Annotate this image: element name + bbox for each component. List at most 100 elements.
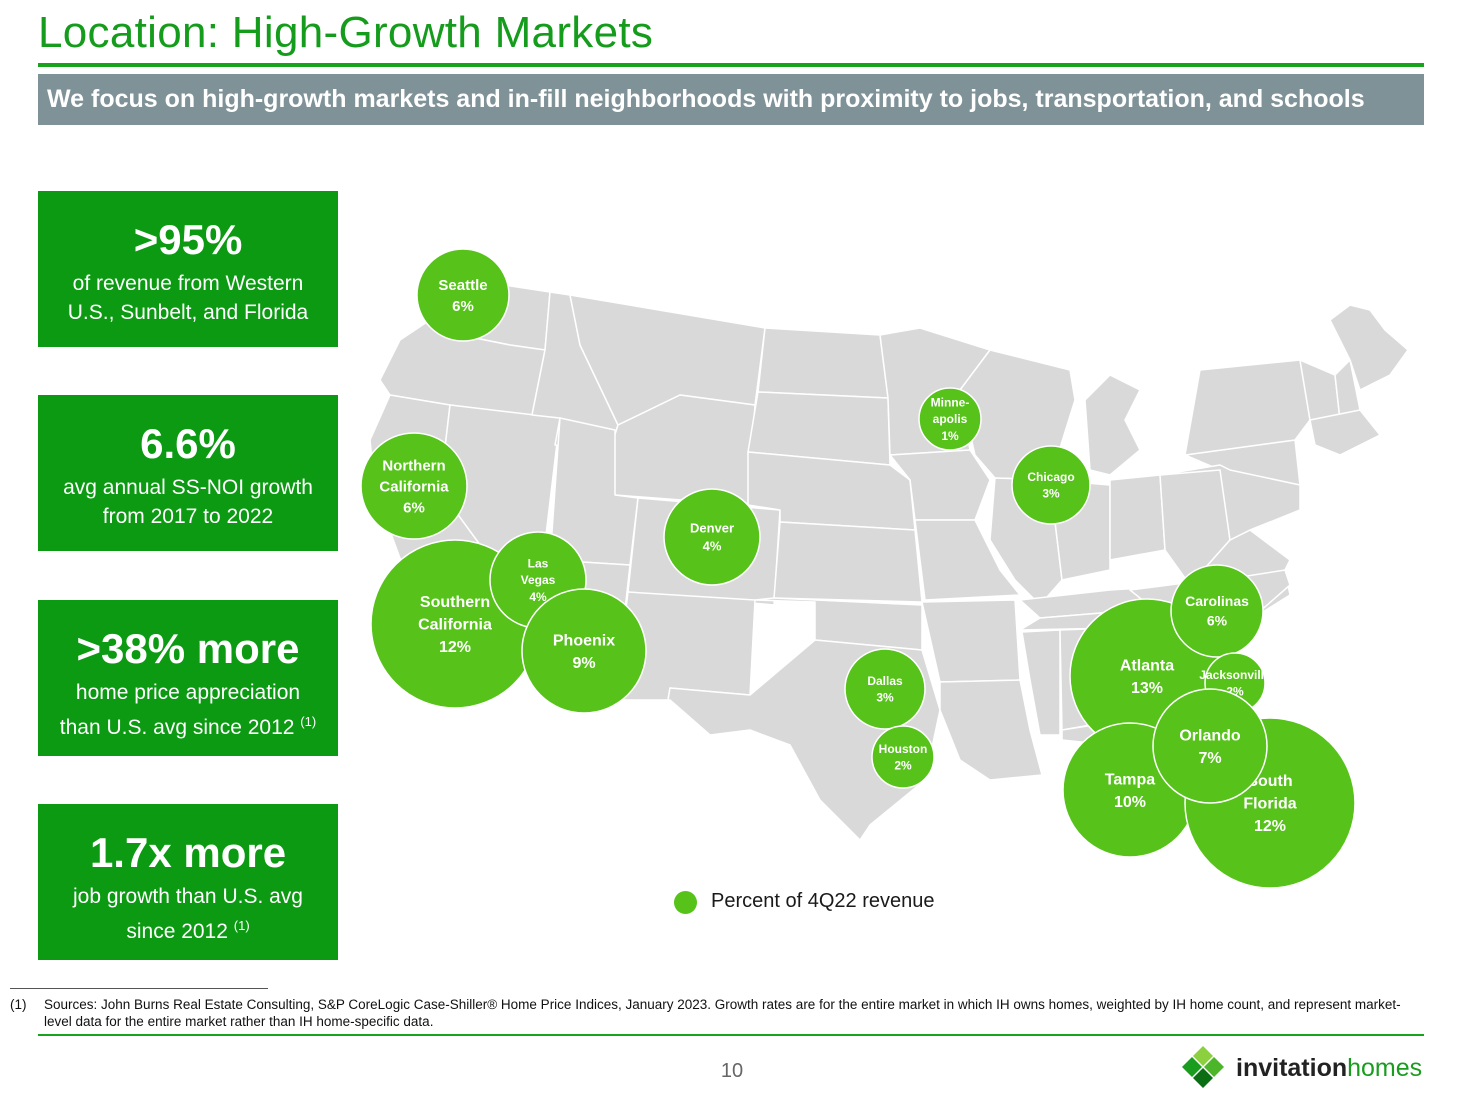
bubble-market-name: California (379, 478, 449, 495)
bubble-label: Seattle 6% (438, 277, 487, 315)
stat-box-job-growth: 1.7x more job growth than U.S. avg since… (38, 804, 338, 960)
bubble-market-name: Chicago (1027, 470, 1074, 484)
market-bubble-denver: Denver 4% (663, 488, 761, 586)
logo-word-invitation: invitation (1236, 1054, 1348, 1082)
stat-line-1: home price appreciation (75, 681, 301, 704)
bubble-market-name: Seattle (438, 277, 487, 294)
bubble-percent: 3% (876, 691, 894, 705)
bubble-label: Las Vegas 4% (521, 556, 556, 604)
state-shape (914, 519, 1021, 601)
bubble-market-name: California (418, 617, 492, 634)
bubble-circle (1170, 564, 1264, 658)
bubble-market-name: Las (528, 556, 549, 570)
bubble-percent: 12% (439, 639, 471, 656)
state-shape (1021, 629, 1061, 736)
bubble-label: Northern California 6% (379, 457, 449, 516)
bubble-percent: 12% (1254, 818, 1286, 835)
footer-divider (38, 1034, 1424, 1036)
legend-swatch (674, 891, 697, 914)
stat-value: 6.6% (140, 420, 236, 467)
bubble-percent: 6% (452, 298, 474, 315)
logo-word-homes: homes (1347, 1054, 1423, 1082)
bubble-market-name: Florida (1243, 796, 1296, 813)
bubble-percent: 13% (1131, 680, 1163, 697)
bubble-percent: 3% (1042, 487, 1060, 501)
bubble-label: Orlando 7% (1179, 727, 1241, 766)
bubble-label: South Florida 12% (1243, 773, 1296, 835)
bubble-percent: 7% (1198, 750, 1221, 767)
bubble-percent: 6% (1207, 613, 1228, 629)
market-bubble-chicago: Chicago 3% (1011, 445, 1091, 525)
stat-description: job growth than U.S. avg since 2012 (1) (38, 882, 338, 946)
stat-line-1: avg annual SS-NOI growth (63, 476, 313, 499)
bubble-label: Tampa 10% (1105, 771, 1155, 810)
state-shape (1309, 409, 1381, 456)
bubble-market-name: Orlando (1179, 727, 1241, 744)
bubble-market-name: Phoenix (553, 632, 615, 649)
market-bubbles: Seattle 6% Northern California 6% Southern Cal… (360, 248, 1356, 889)
us-market-map: Seattle 6% Northern California 6% Southern Cal… (360, 248, 1409, 889)
stat-line-1: job growth than U.S. avg (73, 885, 303, 908)
footnote-text: Sources: John Burns Real Estate Consulti… (44, 997, 1401, 1029)
bubble-circle (844, 648, 926, 730)
bubble-market-name: Southern (420, 594, 490, 611)
bubble-circle (871, 725, 935, 789)
bubble-circle (521, 588, 647, 714)
bubble-percent: 10% (1114, 794, 1146, 811)
bubble-market-name: Houston (879, 742, 928, 756)
stat-description: home price appreciation than U.S. avg si… (38, 678, 338, 742)
stat-line-2: since 2012 (126, 920, 228, 943)
invitation-homes-diamond-icon (1182, 1046, 1224, 1088)
bubble-market-name: Vegas (521, 573, 556, 587)
bubble-market-name: Northern (382, 457, 445, 474)
stat-line-2: from 2017 to 2022 (102, 505, 274, 528)
bubble-percent: 2% (894, 759, 912, 773)
bubble-circle (360, 432, 468, 540)
bubble-percent: 1% (941, 429, 959, 443)
stat-line-1: of revenue from Western (72, 272, 304, 295)
market-bubble-houston: Houston 2% (871, 725, 935, 789)
market-bubble-seattle: Seattle 6% (416, 248, 510, 342)
legend-label: Percent of 4Q22 revenue (711, 890, 935, 912)
bubble-percent: 9% (572, 655, 595, 672)
bubble-label: Minne-apolis 1% (931, 395, 970, 443)
state-shape (1159, 464, 1301, 541)
bubble-market-name: South (1247, 773, 1292, 790)
bubble-market-name: Denver (690, 520, 734, 535)
market-bubble-carolinas: Carolinas 6% (1170, 564, 1264, 658)
logo-wordmark: invitationhomes (1236, 1054, 1422, 1083)
state-shape (921, 599, 1021, 683)
bubble-market-name: Tampa (1105, 771, 1155, 788)
bubble-label: Phoenix 9% (553, 632, 615, 671)
stat-value: 1.7x more (89, 829, 287, 876)
stat-box-home-price: >38% more home price appreciation than U… (38, 600, 338, 756)
stat-description: avg annual SS-NOI growth from 2017 to 20… (38, 473, 338, 531)
bubble-circle (1011, 445, 1091, 525)
bubble-label: Denver 4% (690, 520, 734, 553)
footnote-divider (10, 988, 268, 989)
bubble-market-name: Minne- (931, 395, 970, 409)
bubble-market-name: Carolinas (1185, 593, 1249, 609)
subtitle-banner: We focus on high-growth markets and in-f… (38, 74, 1424, 125)
page-number: 10 (720, 1060, 744, 1082)
stat-value: >38% more (76, 625, 300, 672)
bubble-market-name: Jacksonville (1199, 668, 1271, 682)
market-bubble-northern-california: Northern California 6% (360, 432, 468, 540)
state-shape (1329, 304, 1409, 391)
bubble-market-name: Atlanta (1120, 657, 1174, 674)
market-bubble-minneapolis: Minne-apolis 1% (918, 387, 982, 451)
bubble-percent: 4% (529, 590, 547, 604)
market-bubble-phoenix: Phoenix 9% (521, 588, 647, 714)
bubble-circle (1152, 688, 1268, 804)
state-shape (939, 679, 1043, 781)
market-bubble-orlando: Orlando 7% (1152, 688, 1268, 804)
footnote-ref: (1) (233, 918, 250, 933)
stat-box-noi-growth: 6.6% avg annual SS-NOI growth from 2017 … (38, 395, 338, 551)
state-shape (757, 327, 889, 399)
state-shape (1109, 474, 1166, 561)
bubble-circle (416, 248, 510, 342)
market-bubble-dallas: Dallas 3% (844, 648, 926, 730)
bubble-circle (663, 488, 761, 586)
bubble-circle (918, 387, 982, 451)
stat-value: >95% (133, 216, 243, 263)
